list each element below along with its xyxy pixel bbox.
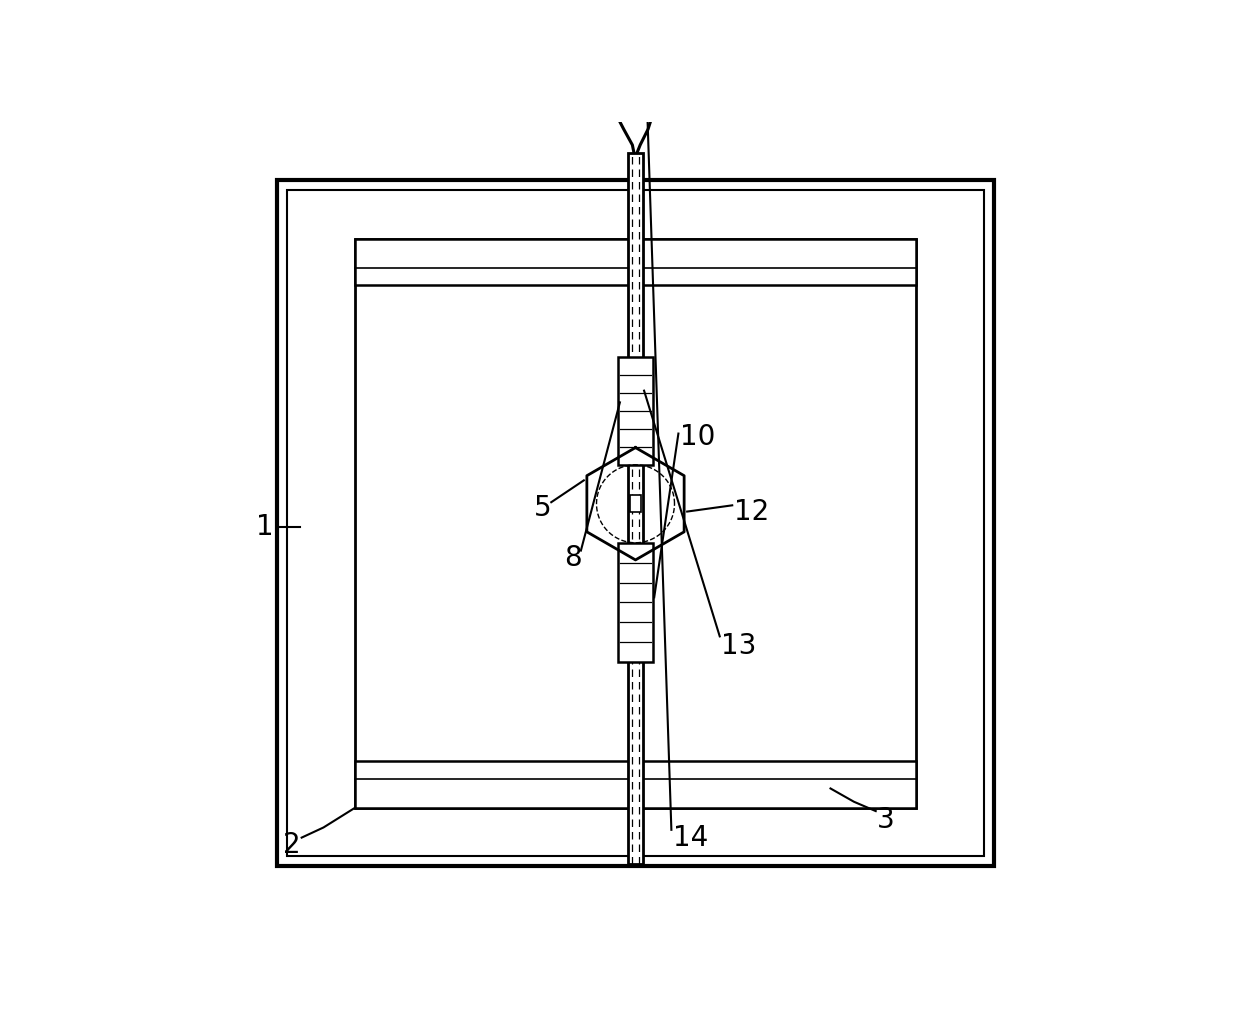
Bar [355, 238, 916, 808]
Text: 12: 12 [734, 497, 769, 526]
Bar [630, 495, 641, 513]
Bar [355, 762, 916, 808]
Bar [286, 190, 985, 856]
Bar [619, 358, 652, 465]
Text: 2: 2 [283, 832, 300, 859]
Text: 1: 1 [255, 514, 273, 541]
Text: 8: 8 [564, 544, 582, 572]
Text: 5: 5 [534, 493, 552, 522]
Bar [277, 180, 994, 866]
Text: 14: 14 [673, 824, 708, 852]
Bar [629, 153, 642, 864]
Bar [355, 238, 916, 286]
Text: 13: 13 [722, 632, 756, 659]
Text: 3: 3 [878, 805, 895, 834]
Text: 10: 10 [680, 423, 715, 452]
Bar [619, 543, 652, 663]
